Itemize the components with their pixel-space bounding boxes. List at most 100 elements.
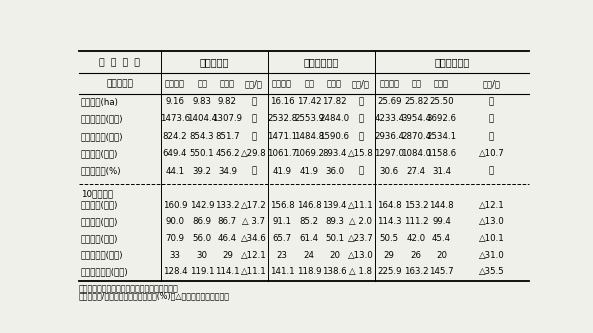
Text: 9.16: 9.16: [165, 97, 184, 106]
Text: 1069.2: 1069.2: [294, 149, 324, 158]
Text: 50.5: 50.5: [380, 234, 398, 243]
Text: 1590.6: 1590.6: [320, 132, 349, 141]
Text: 20: 20: [329, 251, 340, 260]
Text: 114.1: 114.1: [215, 267, 240, 276]
Text: 164.8: 164.8: [377, 200, 401, 209]
Text: △10.1: △10.1: [479, 234, 505, 243]
Text: －: －: [358, 167, 364, 176]
Text: 25.82: 25.82: [404, 97, 429, 106]
Text: 1297.0: 1297.0: [374, 149, 404, 158]
Text: 1158.6: 1158.6: [426, 149, 457, 158]
Text: 注１．資料：農水省「農業経営統計調査報告」: 注１．資料：農水省「農業経営統計調査報告」: [79, 284, 178, 293]
Text: 1473.6: 1473.6: [160, 115, 190, 124]
Text: 56.0: 56.0: [193, 234, 212, 243]
Text: 225.9: 225.9: [377, 267, 401, 276]
Text: 17.82: 17.82: [322, 97, 347, 106]
Text: △11.1: △11.1: [348, 200, 374, 209]
Text: 2870.4: 2870.4: [401, 132, 431, 141]
Text: 36.0: 36.0: [325, 167, 344, 176]
Text: 111.2: 111.2: [404, 217, 429, 226]
Text: 44.1: 44.1: [165, 167, 184, 176]
Text: 17.42: 17.42: [297, 97, 321, 106]
Text: 農業粗収益(万円): 農業粗収益(万円): [81, 115, 123, 124]
Text: １５ｈａ以上: １５ｈａ以上: [434, 57, 470, 67]
Text: 1484.8: 1484.8: [294, 132, 324, 141]
Text: 2534.1: 2534.1: [426, 132, 457, 141]
Text: 農業所得率(%): 農業所得率(%): [81, 167, 121, 176]
Text: 91.1: 91.1: [273, 217, 292, 226]
Text: △ 2.0: △ 2.0: [349, 217, 372, 226]
Text: －: －: [251, 115, 256, 124]
Text: △10.7: △10.7: [479, 149, 505, 158]
Text: 851.7: 851.7: [215, 132, 240, 141]
Text: 固定資本額(千円): 固定資本額(千円): [81, 267, 128, 276]
Text: △13.0: △13.0: [348, 251, 374, 260]
Text: 46.4: 46.4: [218, 234, 237, 243]
Text: 27.4: 27.4: [407, 167, 426, 176]
Text: 156.8: 156.8: [270, 200, 294, 209]
Text: 10ａ当たり: 10ａ当たり: [81, 190, 113, 199]
Text: 85.2: 85.2: [299, 217, 319, 226]
Text: 550.1: 550.1: [190, 149, 215, 158]
Text: 労働時間(時間): 労働時間(時間): [81, 251, 123, 260]
Text: 50.1: 50.1: [325, 234, 344, 243]
Text: 39.2: 39.2: [193, 167, 212, 176]
Text: 141.1: 141.1: [270, 267, 294, 276]
Text: 854.3: 854.3: [190, 132, 215, 141]
Text: 2532.8: 2532.8: [267, 115, 297, 124]
Text: 1404.4: 1404.4: [187, 115, 217, 124]
Text: 33: 33: [170, 251, 180, 260]
Text: △23.7: △23.7: [348, 234, 374, 243]
Text: 86.7: 86.7: [218, 217, 237, 226]
Text: 61.4: 61.4: [299, 234, 319, 243]
Text: ９年: ９年: [412, 79, 421, 88]
Text: １０ｈａ以上: １０ｈａ以上: [304, 57, 339, 67]
Text: 456.2: 456.2: [215, 149, 240, 158]
Text: 34.9: 34.9: [218, 167, 237, 176]
Text: 9.83: 9.83: [193, 97, 212, 106]
Text: １１年: １１年: [327, 79, 342, 88]
Text: 41.9: 41.9: [273, 167, 292, 176]
Text: △12.1: △12.1: [479, 200, 505, 209]
Text: 42.0: 42.0: [407, 234, 426, 243]
Text: 1307.9: 1307.9: [212, 115, 243, 124]
Text: 139.4: 139.4: [322, 200, 347, 209]
Text: △ 3.7: △ 3.7: [243, 217, 265, 226]
Text: 経営費(千円): 経営費(千円): [81, 217, 118, 226]
Text: 16.16: 16.16: [270, 97, 294, 106]
Text: ９年: ９年: [197, 79, 207, 88]
Text: 30: 30: [197, 251, 208, 260]
Text: 9.82: 9.82: [218, 97, 237, 106]
Text: －: －: [251, 97, 256, 106]
Text: 138.6: 138.6: [322, 267, 347, 276]
Text: 118.9: 118.9: [297, 267, 321, 276]
Text: 所　得(千円): 所 得(千円): [81, 234, 118, 243]
Text: 90.0: 90.0: [165, 217, 184, 226]
Text: 24: 24: [304, 251, 315, 260]
Text: 農業所得(万円): 農業所得(万円): [81, 149, 118, 158]
Text: 163.2: 163.2: [404, 267, 429, 276]
Text: 耕地面積(ha): 耕地面積(ha): [81, 97, 119, 106]
Text: 45.4: 45.4: [432, 234, 451, 243]
Text: 41.9: 41.9: [299, 167, 318, 176]
Text: ２．１１/７は、年次間の変化割合(%)で△印はマイナスを示す。: ２．１１/７は、年次間の変化割合(%)で△印はマイナスを示す。: [79, 292, 229, 301]
Text: 893.4: 893.4: [322, 149, 347, 158]
Text: 3954.4: 3954.4: [401, 115, 431, 124]
Text: 25.50: 25.50: [429, 97, 454, 106]
Text: 平成７年: 平成７年: [379, 79, 399, 88]
Text: －: －: [251, 132, 256, 141]
Text: １１/７: １１/７: [352, 79, 370, 88]
Text: －: －: [489, 132, 494, 141]
Text: 1084.0: 1084.0: [401, 149, 431, 158]
Text: １１年: １１年: [434, 79, 449, 88]
Text: －: －: [358, 132, 364, 141]
Text: 粗収益(千円): 粗収益(千円): [81, 200, 118, 209]
Text: 25.69: 25.69: [377, 97, 401, 106]
Text: 2553.9: 2553.9: [294, 115, 324, 124]
Text: △12.1: △12.1: [241, 251, 267, 260]
Text: 20: 20: [436, 251, 447, 260]
Text: －: －: [358, 115, 364, 124]
Text: 70.9: 70.9: [165, 234, 184, 243]
Text: 平成７年: 平成７年: [272, 79, 292, 88]
Text: 26: 26: [411, 251, 422, 260]
